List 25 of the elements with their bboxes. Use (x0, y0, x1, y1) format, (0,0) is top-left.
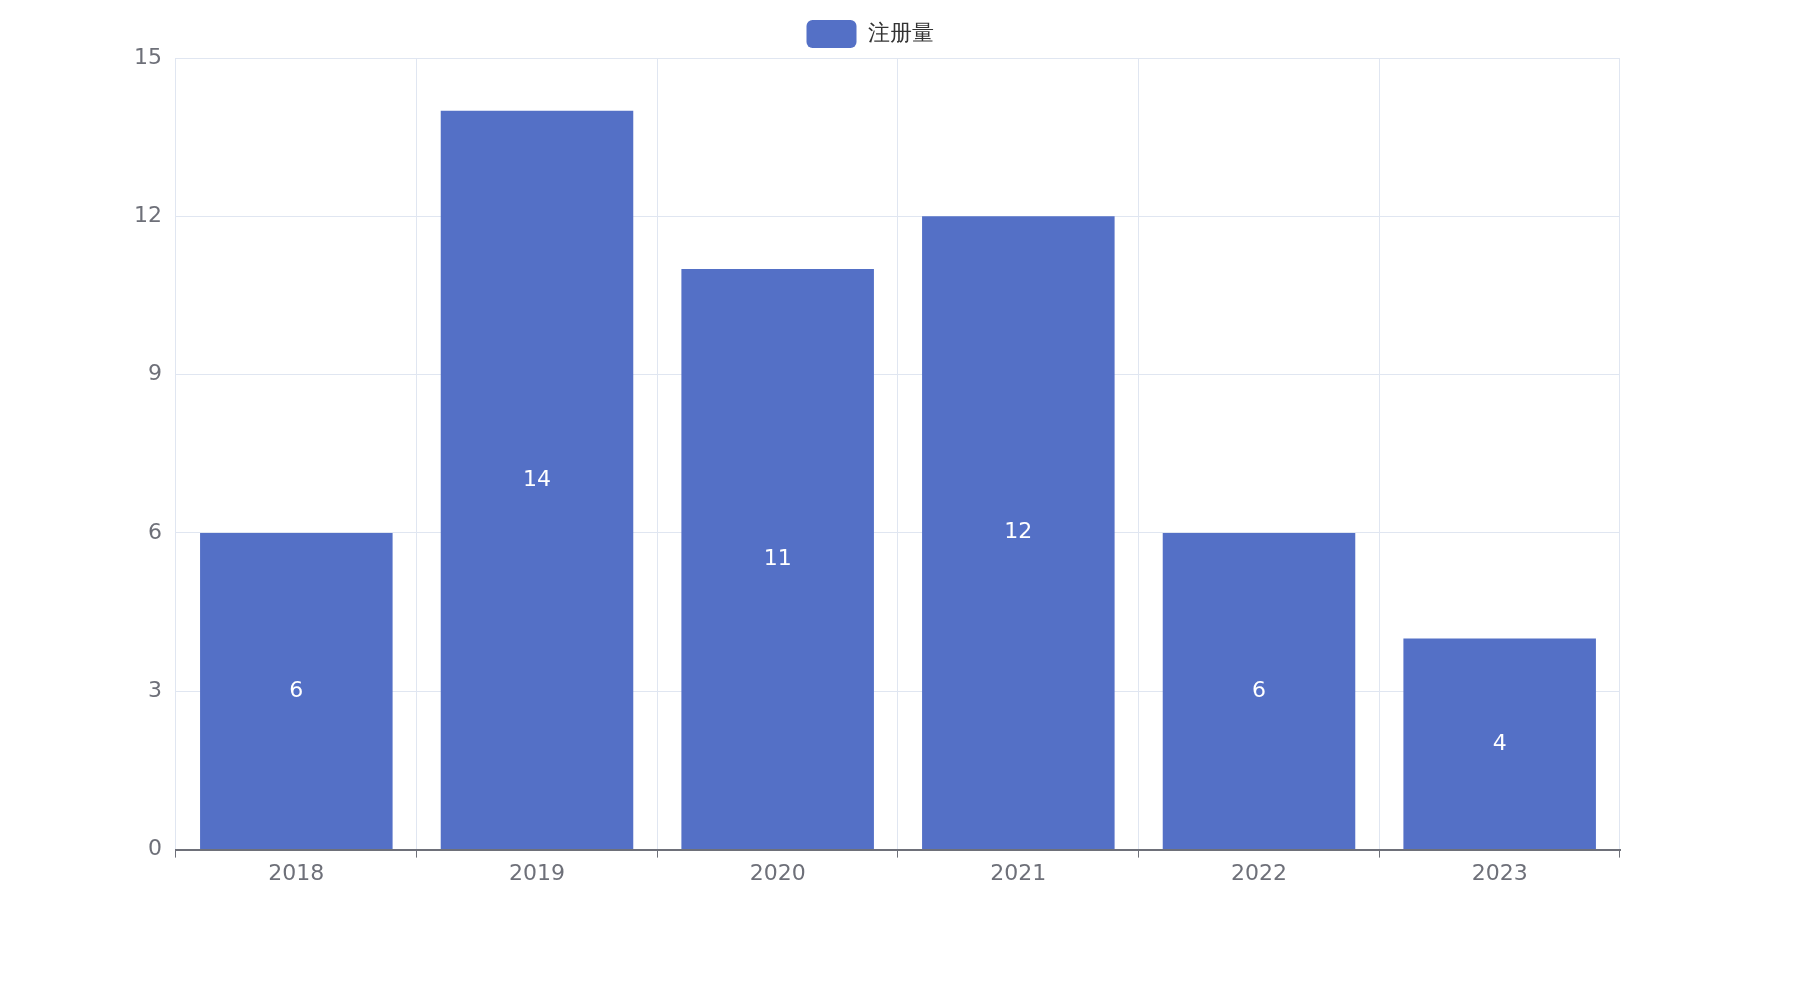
y-tick-label: 12 (133, 202, 162, 228)
x-tick-label: 2021 (990, 859, 1047, 885)
bar (681, 269, 874, 850)
data-label: 6 (1252, 676, 1266, 702)
data-label: 14 (523, 465, 551, 491)
bar (922, 216, 1115, 850)
y-tick-label: 6 (147, 518, 162, 544)
bar (200, 532, 393, 850)
x-tick-label: 2020 (749, 859, 806, 885)
data-label: 12 (1004, 518, 1033, 544)
x-tick-label: 2023 (1471, 859, 1528, 885)
bar (1403, 638, 1596, 850)
x-tick-label: 2018 (268, 859, 325, 885)
legend-label: 注册量 (867, 19, 934, 45)
y-tick-label: 3 (147, 677, 162, 702)
y-tick-label: 15 (133, 43, 162, 69)
bar (1162, 532, 1356, 850)
x-tick-label: 2019 (509, 859, 565, 885)
x-tick-label: 2022 (1231, 859, 1287, 885)
data-label: 11 (763, 544, 792, 570)
y-tick-label: 0 (147, 835, 162, 861)
data-label: 6 (289, 676, 304, 702)
y-tick-label: 9 (147, 360, 162, 386)
data-label: 4 (1492, 729, 1507, 755)
bar (440, 110, 634, 850)
